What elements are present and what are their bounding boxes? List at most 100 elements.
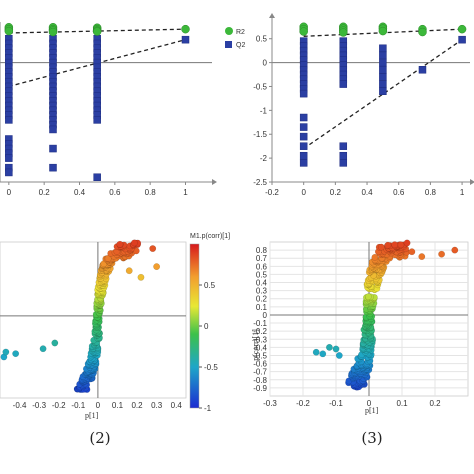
x-tick-label: -0.1 — [71, 401, 85, 410]
q2-point — [339, 151, 348, 160]
x-axis-arrow — [212, 179, 217, 185]
x-tick-label: 0.2 — [39, 188, 51, 197]
variable-point — [377, 243, 385, 251]
y-tick-label: -0.5 — [253, 82, 267, 91]
r2-point — [48, 27, 58, 37]
y-tick-label: -2 — [260, 154, 268, 163]
variable-point — [2, 348, 10, 356]
permutation-plot-left: 0 0.2 0.4 0.6 0.8 1 — [0, 22, 217, 197]
variable-point — [137, 273, 145, 281]
q2-point — [379, 51, 387, 60]
legend-r2-label: R2 — [236, 29, 245, 36]
colorbar: M1.p(corr)[1] 0.5 0 -0.5 -1 — [189, 233, 230, 413]
y-tick-label: -0.4 — [253, 343, 267, 352]
colorbar-label: M1.p(corr)[1] — [190, 233, 230, 240]
colorbar-tick-label: 0.5 — [204, 281, 216, 290]
variable-point — [325, 343, 333, 351]
y-tick-label: 0.5 — [256, 35, 268, 44]
y-tick-label: 0.7 — [256, 254, 268, 263]
variable-point — [153, 263, 161, 271]
x-tick-label: -0.2 — [52, 401, 66, 410]
q2-point — [299, 113, 308, 122]
xlabel-plot-2: p[1] — [85, 411, 99, 420]
x-tick-label: -0.2 — [296, 399, 310, 408]
x-tick-label: 0.4 — [361, 188, 373, 197]
y-tick-label: -0.3 — [253, 335, 267, 344]
x-tick-label: -0.3 — [32, 401, 46, 410]
variable-point — [149, 245, 157, 252]
r2-point — [4, 26, 14, 36]
x-tick-label: 0.4 — [171, 401, 183, 410]
y-tick-label: 0.4 — [256, 279, 268, 288]
variable-point — [384, 241, 392, 249]
x-tick-label: -0.2 — [265, 188, 279, 197]
colorbar-ticks: 0.5 0 -0.5 -1 — [199, 281, 218, 413]
q2-point — [299, 151, 308, 160]
x-tick-label: -0.4 — [13, 401, 27, 410]
q2-point — [299, 132, 308, 141]
variable-point — [408, 248, 416, 256]
variable-point — [371, 253, 379, 261]
plot-frame — [0, 241, 187, 399]
variable-point — [131, 239, 138, 247]
q2-point — [93, 173, 101, 181]
x-tick-label: 0.8 — [425, 188, 437, 197]
ylabel-plot-3: p(corr)[1] — [251, 329, 260, 361]
y-tick-label: -0.7 — [253, 368, 267, 377]
y-tick-label: 0.1 — [256, 303, 268, 312]
x-tick-label: 0.2 — [330, 188, 342, 197]
variable-point — [312, 348, 320, 356]
variable-point — [335, 352, 343, 359]
y-tick-label: 0 — [263, 59, 268, 68]
y-tick-label: 0.5 — [256, 270, 268, 279]
y-tick-label: -0.6 — [253, 360, 267, 369]
y-tick-label: -0.5 — [253, 351, 267, 360]
q2-point — [49, 144, 57, 153]
q2-point — [379, 87, 387, 96]
q2-point — [339, 159, 348, 167]
colorbar-tick-label: -1 — [204, 404, 212, 413]
variable-point — [397, 241, 405, 249]
q2-point — [299, 159, 308, 167]
caption-2: (2) — [89, 429, 110, 447]
y-axis-arrow — [269, 13, 275, 18]
variable-point — [451, 246, 459, 254]
x-tick-label: 0 — [301, 188, 306, 197]
variable-point — [39, 345, 47, 353]
y-tick-label: -2.5 — [253, 178, 267, 187]
q2-point — [379, 58, 387, 67]
y-tick-label: 0.6 — [256, 262, 268, 271]
x-tick-label: 0.6 — [393, 188, 405, 197]
r2-point — [418, 27, 427, 37]
variable-point — [391, 241, 399, 249]
variable-point — [125, 267, 133, 275]
y-tick-label: -0.9 — [253, 384, 267, 393]
legend: R2 Q2 — [225, 27, 245, 49]
colorbar-gradient — [189, 243, 200, 409]
r2-point — [181, 24, 190, 34]
s-plot-2: -0.4 -0.3 -0.2 -0.1 0 0.1 0.2 0.3 0.4 — [0, 239, 187, 410]
s-plot-3: -0.3 -0.2 -0.1 0 0.1 0.20.80.70.60.50.40.30.2… — [253, 239, 469, 408]
x-tick-label: 0 — [367, 399, 372, 408]
x-tick-label: 0.6 — [109, 188, 121, 197]
q2-point — [379, 66, 387, 74]
q2-point — [458, 35, 466, 44]
x-tick-label: 0.1 — [112, 401, 124, 410]
q2-point — [418, 66, 427, 74]
q2-point — [299, 89, 308, 98]
x-tick-label: 0.2 — [131, 401, 143, 410]
q2-point — [339, 80, 348, 88]
q2-point — [379, 80, 387, 88]
x-tick-label: -0.3 — [263, 399, 277, 408]
colorbar-tick-label: 0 — [204, 322, 209, 331]
x-tick-label: -0.1 — [329, 399, 343, 408]
x-tick-label: 0.8 — [145, 188, 157, 197]
r2-point — [378, 26, 388, 36]
x-tick-label: 0.2 — [429, 399, 441, 408]
q2-point — [299, 123, 308, 131]
q2-point — [379, 44, 387, 53]
y-tick-label: 0.3 — [256, 287, 268, 296]
r2-point — [339, 28, 348, 37]
q2-point — [5, 116, 13, 124]
